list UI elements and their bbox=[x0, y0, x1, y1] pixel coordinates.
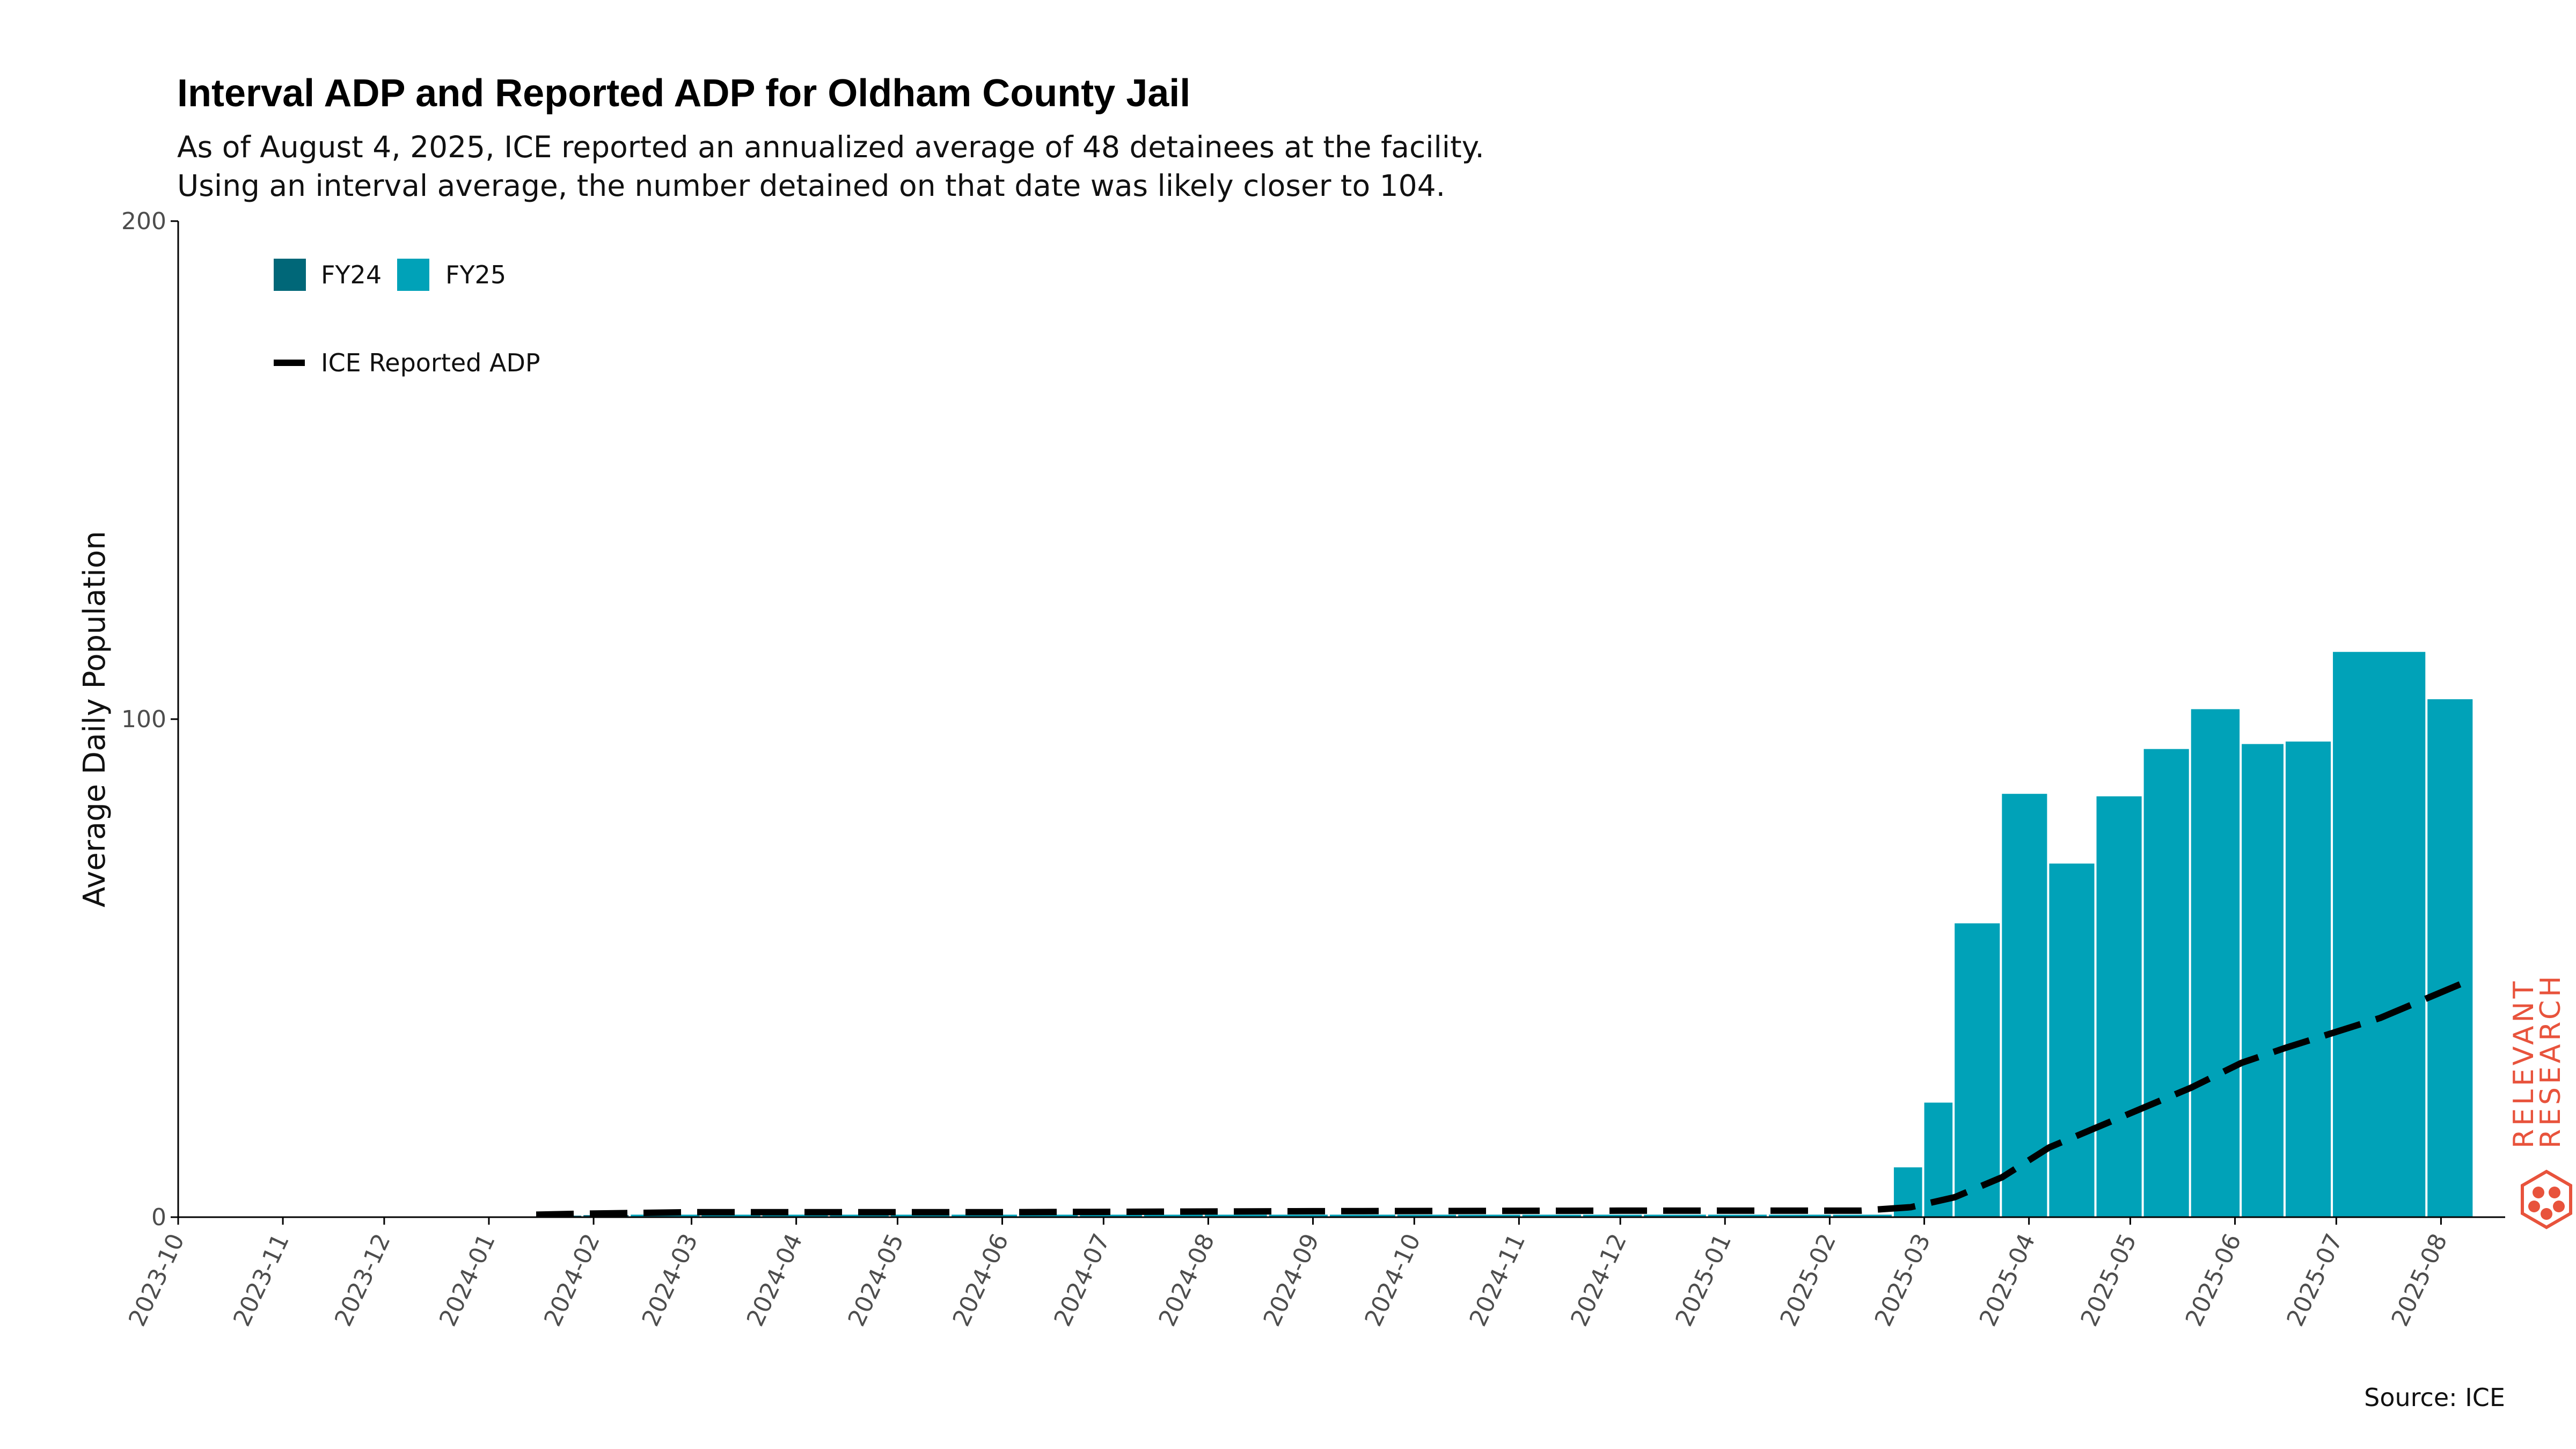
legend-label-fy25: FY25 bbox=[445, 260, 506, 289]
bar bbox=[1833, 1214, 1892, 1217]
bar bbox=[2143, 749, 2189, 1217]
bar bbox=[1644, 1214, 1706, 1217]
bar bbox=[1269, 1214, 1328, 1217]
chart-subtitle-line-2: Using an interval average, the number de… bbox=[177, 169, 1445, 203]
bar bbox=[2333, 652, 2426, 1217]
legend-label-fy24: FY24 bbox=[321, 260, 382, 289]
bar bbox=[701, 1214, 760, 1217]
bar bbox=[2049, 863, 2095, 1217]
bar bbox=[2096, 796, 2142, 1217]
ice-reported-adp-line bbox=[536, 975, 2476, 1218]
y-tick-label: 100 bbox=[121, 706, 166, 733]
y-tick-label: 200 bbox=[121, 208, 166, 235]
source-caption: Source: ICE bbox=[2364, 1383, 2505, 1412]
bar-series bbox=[536, 652, 2473, 1217]
bar bbox=[1708, 1214, 1767, 1217]
legend-label-ice-reported-adp: ICE Reported ADP bbox=[321, 348, 540, 377]
y-axis: 0 100 200 bbox=[121, 208, 178, 1231]
line-series bbox=[536, 975, 2476, 1218]
bar bbox=[1769, 1214, 1831, 1217]
bar bbox=[1583, 1214, 1642, 1217]
bar bbox=[952, 1214, 1018, 1217]
bar bbox=[830, 1214, 889, 1217]
y-tick-label: 0 bbox=[151, 1204, 166, 1231]
logo-hexagon-icon bbox=[2521, 1169, 2572, 1230]
legend-swatch-fy24 bbox=[274, 259, 306, 291]
bar bbox=[762, 1214, 828, 1217]
legend-swatch-fy25 bbox=[397, 259, 429, 291]
logo-text-line-1: RELEVANT bbox=[2508, 978, 2540, 1148]
bar bbox=[2002, 794, 2047, 1217]
bar bbox=[1205, 1214, 1267, 1217]
bar bbox=[1080, 1214, 1142, 1217]
bar bbox=[890, 1214, 950, 1217]
bar bbox=[1019, 1214, 1078, 1217]
bar bbox=[2427, 699, 2473, 1217]
bar bbox=[2242, 744, 2284, 1217]
bar bbox=[1522, 1214, 1581, 1217]
relevant-research-logo: RELEVANT RESEARCH bbox=[2508, 973, 2572, 1230]
bar bbox=[1329, 1214, 1395, 1217]
bar bbox=[1397, 1214, 1457, 1217]
bar bbox=[2285, 741, 2331, 1217]
bar bbox=[1458, 1214, 1520, 1217]
logo-text-line-2: RESEARCH bbox=[2535, 973, 2567, 1148]
bar bbox=[2191, 709, 2240, 1217]
bar bbox=[631, 1214, 700, 1217]
bar bbox=[1955, 923, 2000, 1217]
chart-subtitle-line-1: As of August 4, 2025, ICE reported an an… bbox=[177, 130, 1484, 164]
bar bbox=[1144, 1214, 1203, 1217]
chart-title: Interval ADP and Reported ADP for Oldham… bbox=[177, 72, 1190, 115]
y-axis-title: Average Daily Population bbox=[77, 531, 112, 907]
legend: FY24 FY25 ICE Reported ADP bbox=[274, 259, 540, 377]
